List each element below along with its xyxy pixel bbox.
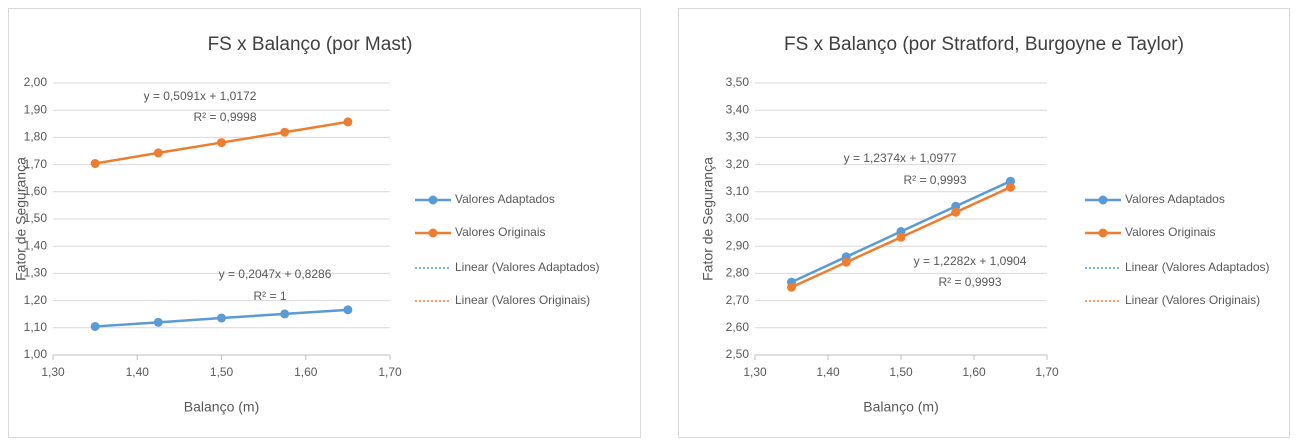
y-tick-label: 1,40: [24, 238, 48, 252]
annotation: R² = 1: [253, 289, 286, 303]
y-tick-label: 2,00: [24, 75, 48, 89]
x-tick-label: 1,70: [378, 365, 402, 379]
data-point: [217, 313, 226, 323]
legend-label: Valores Originais: [455, 225, 545, 239]
data-point: [280, 309, 290, 319]
y-tick-label: 1,50: [24, 211, 48, 225]
x-tick-label: 1,40: [816, 365, 840, 379]
annotation: R² = 0,9993: [938, 275, 1001, 289]
y-tick-label: 3,20: [726, 157, 750, 171]
y-tick-label: 1,80: [24, 130, 48, 144]
x-tick-label: 1,30: [743, 365, 767, 379]
y-tick-label: 2,70: [726, 293, 750, 307]
data-point: [951, 207, 961, 217]
data-point: [343, 305, 353, 315]
y-tick-label: 3,50: [726, 75, 750, 89]
x-tick-label: 1,70: [1035, 365, 1059, 379]
y-tick-label: 2,90: [726, 238, 750, 252]
x-axis-title: Balanço (m): [184, 399, 259, 415]
x-tick-label: 1,60: [962, 365, 986, 379]
legend-label: Linear (Valores Originais): [455, 293, 590, 307]
y-tick-label: 2,80: [726, 266, 750, 280]
data-point: [280, 127, 290, 137]
annotation: y = 0,5091x + 1,0172: [144, 89, 257, 103]
x-tick-label: 1,40: [126, 365, 150, 379]
y-axis-title: Fator de Segurança: [700, 157, 716, 281]
legend-label: Valores Adaptados: [1125, 192, 1225, 206]
legend-label: Linear (Valores Adaptados): [1125, 260, 1270, 274]
annotation: y = 1,2374x + 1,0977: [844, 151, 957, 165]
x-tick-label: 1,50: [210, 365, 234, 379]
y-tick-label: 3,30: [726, 130, 750, 144]
y-tick-label: 1,30: [24, 266, 48, 280]
annotation: R² = 0,9998: [193, 110, 256, 124]
annotation: y = 0,2047x + 0,8286: [219, 267, 332, 281]
y-tick-label: 3,00: [726, 211, 750, 225]
data-point: [841, 257, 851, 267]
y-axis-title: Fator de Segurança: [13, 157, 29, 281]
legend-marker: [1098, 195, 1108, 205]
data-point: [896, 232, 906, 242]
annotation: R² = 0,9993: [903, 173, 966, 187]
data-point: [90, 159, 100, 169]
data-point: [153, 317, 163, 327]
x-tick-label: 1,50: [889, 365, 913, 379]
legend-label: Valores Adaptados: [455, 192, 555, 206]
y-tick-label: 1,00: [24, 347, 48, 361]
chart-frame: [8, 8, 641, 438]
y-tick-label: 2,50: [726, 347, 750, 361]
data-point: [343, 117, 353, 127]
chart-title: FS x Balanço (por Stratford, Burgoyne e …: [784, 34, 1184, 55]
y-tick-label: 1,70: [24, 157, 48, 171]
x-axis-title: Balanço (m): [863, 399, 938, 415]
data-point: [1006, 182, 1015, 192]
x-tick-label: 1,30: [41, 365, 65, 379]
legend-marker: [428, 195, 438, 205]
x-tick-label: 1,60: [294, 365, 318, 379]
y-tick-label: 2,60: [726, 320, 750, 334]
y-tick-label: 1,60: [24, 184, 48, 198]
y-tick-label: 3,10: [726, 184, 750, 198]
data-point: [787, 282, 796, 292]
y-tick-label: 1,10: [24, 320, 48, 334]
data-point: [90, 321, 100, 331]
y-tick-label: 1,90: [24, 102, 48, 116]
y-tick-label: 3,40: [726, 102, 750, 116]
chart-frame: [678, 8, 1290, 438]
data-point: [153, 148, 163, 158]
legend-marker: [1098, 228, 1108, 238]
legend-label: Valores Originais: [1125, 225, 1215, 239]
y-tick-label: 1,20: [24, 293, 48, 307]
annotation: y = 1,2282x + 1,0904: [914, 254, 1027, 268]
chart-title: FS x Balanço (por Mast): [208, 34, 413, 55]
legend-marker: [428, 228, 438, 238]
data-point: [217, 138, 226, 148]
legend-label: Linear (Valores Adaptados): [455, 260, 600, 274]
legend-label: Linear (Valores Originais): [1125, 293, 1260, 307]
